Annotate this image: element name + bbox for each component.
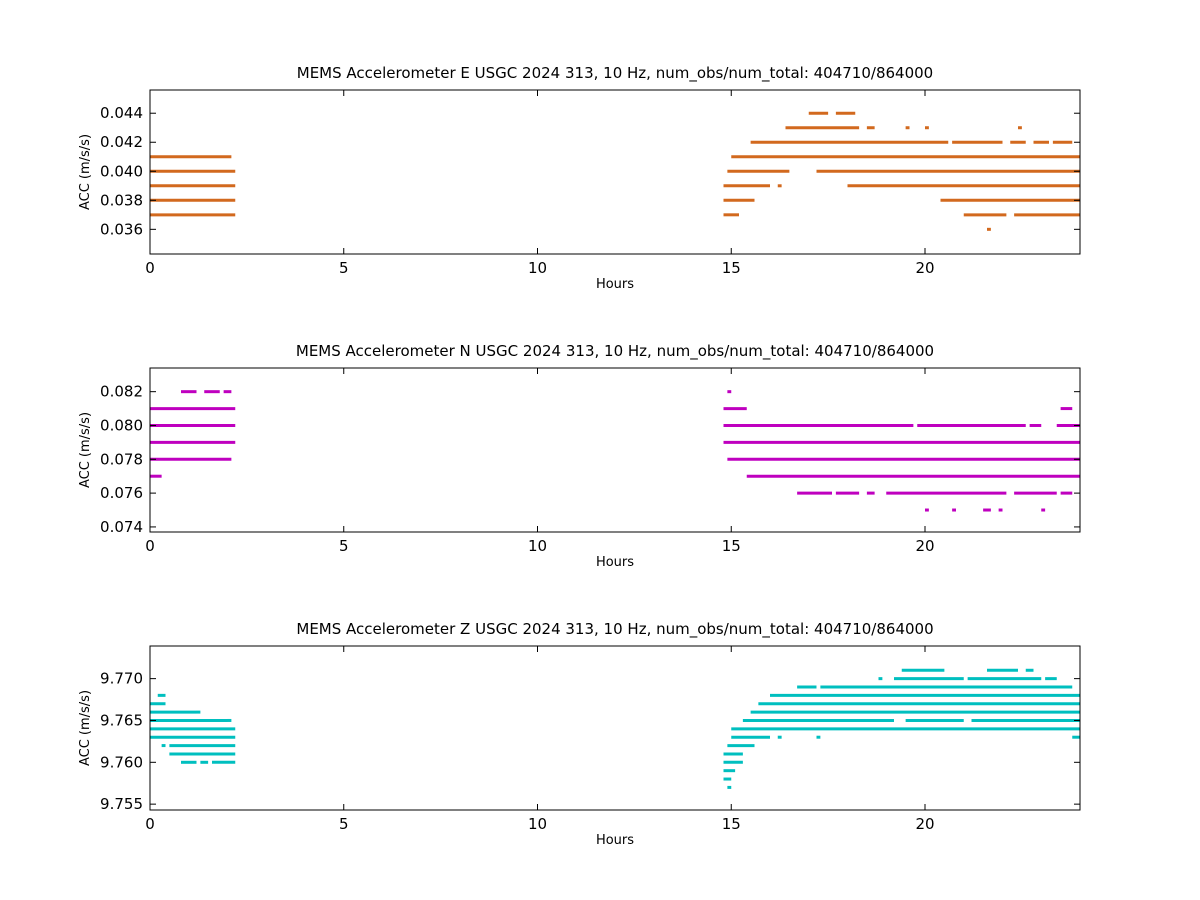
subplot-3: 0 5 10 15 20 9.755 9.760 9.765 9.770 MEMS Acceler…: [78, 620, 1081, 848]
x-axis-label: Hours: [596, 833, 634, 848]
data-series: [150, 668, 1080, 789]
x-tick-label: 0: [145, 815, 155, 833]
y-tick-label: 0.040: [100, 162, 143, 180]
x-axis-label: Hours: [596, 277, 634, 292]
chart-title: MEMS Accelerometer Z USGC 2024 313, 10 H…: [296, 620, 933, 639]
data-series: [150, 111, 1080, 231]
y-tick-label: 0.038: [100, 191, 143, 209]
x-tick-label: 15: [722, 537, 741, 555]
x-tick-label: 10: [528, 815, 547, 833]
y-tick-label: 9.760: [100, 753, 143, 771]
y-tick-label: 0.044: [100, 104, 143, 122]
x-tick-label: 20: [915, 537, 934, 555]
x-tick-label: 20: [915, 259, 934, 277]
y-axis-label: ACC (m/s/s): [78, 690, 93, 766]
y-tick-label: 0.078: [100, 450, 143, 468]
y-tick-label: 9.765: [100, 711, 143, 729]
x-tick-label: 0: [145, 259, 155, 277]
x-tick-label: 20: [915, 815, 934, 833]
subplot-1: 0 5 10 15 20 0.036 0.038 0.040 0.042 0.044 MEMS Ac…: [78, 64, 1081, 292]
y-axis-label: ACC (m/s/s): [78, 412, 93, 488]
y-tick-label: 0.074: [100, 518, 143, 536]
y-tick-label: 0.082: [100, 383, 143, 401]
x-tick-label: 15: [722, 259, 741, 277]
x-tick-label: 15: [722, 815, 741, 833]
x-tick-label: 10: [528, 537, 547, 555]
y-tick-label: 9.755: [100, 795, 143, 813]
y-tick-label: 0.036: [100, 220, 143, 238]
data-series: [150, 390, 1080, 512]
x-axis-label: Hours: [596, 555, 634, 570]
y-axis-label: ACC (m/s/s): [78, 134, 93, 210]
plot-frame: [149, 89, 1081, 255]
x-tick-label: 5: [339, 259, 349, 277]
y-tick-label: 0.080: [100, 416, 143, 434]
y-tick-label: 0.042: [100, 133, 143, 151]
chart-title: MEMS Accelerometer N USGC 2024 313, 10 H…: [296, 342, 934, 361]
x-tick-label: 0: [145, 537, 155, 555]
y-tick-label: 9.770: [100, 670, 143, 688]
x-tick-label: 5: [339, 537, 349, 555]
subplot-2: 0 5 10 15 20 0.074 0.076 0.078 0.080 0.082 MEMS Ac…: [78, 342, 1081, 570]
chart-title: MEMS Accelerometer E USGC 2024 313, 10 H…: [297, 64, 933, 83]
plot-frame: [149, 367, 1081, 533]
y-tick-label: 0.076: [100, 484, 143, 502]
plot-frame: [149, 645, 1081, 811]
x-tick-label: 10: [528, 259, 547, 277]
x-tick-label: 5: [339, 815, 349, 833]
